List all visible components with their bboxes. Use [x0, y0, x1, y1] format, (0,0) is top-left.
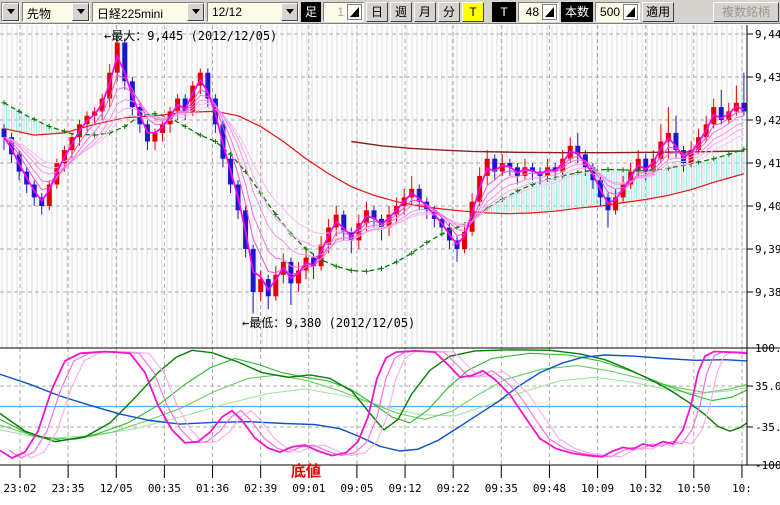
price-tick-label: 9,405 — [755, 200, 780, 213]
max-annotation: ←最大：9,445 (2012/12/05) — [104, 27, 277, 44]
tick-count-stepper[interactable]: 48 — [518, 2, 559, 22]
instrument-select[interactable]: 日経225mini — [92, 2, 205, 22]
price-tick-label: 9,445 — [755, 28, 780, 41]
instrument-type-select[interactable]: 先物 — [22, 2, 90, 22]
tick-type-label: T — [492, 2, 516, 22]
candles — [2, 34, 747, 314]
tick-count-value: 48 — [519, 5, 541, 19]
chart-canvas[interactable]: 9,445 9,435 9,425 9,415 9,405 9,395 9,385 100.0… — [0, 0, 780, 500]
time-tick-label: 00:35 — [148, 482, 181, 495]
left-dropdown-arrow[interactable] — [2, 3, 19, 21]
oscillator-tick-label: 100.00 — [755, 342, 780, 355]
bottom-value-label: 底値 — [291, 460, 321, 481]
time-tick-label: 09:12 — [388, 482, 421, 495]
contract-month-select[interactable]: 12/12 — [207, 2, 299, 22]
time-tick-label: 09:48 — [533, 482, 566, 495]
oscillator-tick-label: -100.0 — [755, 459, 780, 472]
time-tick-label: 09:22 — [437, 482, 470, 495]
toolbar: 先物 日経225mini 12/12 足 1 日 週 月 分 T T 48 本数… — [0, 0, 780, 24]
candle-body — [741, 103, 746, 112]
min-annotation: ←最低：9,380 (2012/12/05) — [242, 314, 415, 331]
instrument-type-arrow[interactable] — [72, 3, 89, 21]
time-tick-label: 10:09 — [581, 482, 614, 495]
chevron-down-icon — [192, 9, 200, 14]
bar-type-label: 足 — [301, 2, 321, 22]
time-tick-label: 09:35 — [485, 482, 518, 495]
time-tick-label: 10: — [732, 482, 752, 495]
green-ma-line — [4, 103, 744, 272]
ema-ribbon — [4, 56, 744, 290]
spinner-icon[interactable] — [347, 4, 362, 20]
time-tick-label: 10:32 — [629, 482, 662, 495]
time-tick-label: 09:05 — [340, 482, 373, 495]
time-tick-label: 10:50 — [677, 482, 710, 495]
contract-month-value: 12/12 — [208, 3, 281, 21]
price-chart-svg: 9,445 9,435 9,425 9,415 9,405 9,395 9,385 100.0… — [0, 0, 780, 500]
instrument-arrow[interactable] — [187, 3, 204, 21]
time-tick-label: 01:36 — [196, 482, 229, 495]
oscillator-lines — [0, 350, 766, 458]
bar-interval-value: 1 — [324, 5, 346, 19]
bar-count-label: 本数 — [561, 2, 593, 22]
time-tick-label: 02:39 — [244, 482, 277, 495]
instrument-type-value: 先物 — [23, 3, 72, 21]
price-tick-label: 9,395 — [755, 243, 780, 256]
bar-count-stepper[interactable]: 500 — [595, 2, 640, 22]
ema-ribbon-line — [4, 56, 744, 290]
left-dropdown[interactable] — [1, 2, 20, 22]
price-tick-label: 9,435 — [755, 71, 780, 84]
candle-body — [153, 133, 158, 142]
chevron-down-icon — [286, 9, 294, 14]
candle-body — [2, 129, 7, 138]
bar-interval-stepper[interactable]: 1 — [323, 2, 364, 22]
contract-month-arrow[interactable] — [281, 3, 298, 21]
price-tick-label: 9,425 — [755, 114, 780, 127]
price-tick-label: 9,415 — [755, 157, 780, 170]
price-tick-label: 9,385 — [755, 286, 780, 299]
period-week-button[interactable]: 週 — [390, 2, 412, 22]
spinner-icon[interactable] — [542, 4, 557, 20]
chevron-down-icon — [7, 9, 15, 14]
rci-short-magenta-companion — [19, 351, 766, 458]
time-tick-label: 23:35 — [52, 482, 85, 495]
spinner-icon[interactable] — [623, 4, 638, 20]
oscillator-tick-label: -35.00 — [755, 421, 780, 434]
period-month-button[interactable]: 月 — [414, 2, 436, 22]
apply-button[interactable]: 適用 — [642, 2, 674, 22]
tick-chart-button[interactable]: T — [462, 2, 484, 22]
multi-symbol-button[interactable]: 複数銘柄 — [713, 2, 779, 22]
time-tick-label: 12/05 — [100, 482, 133, 495]
chevron-down-icon — [77, 9, 85, 14]
period-minute-button[interactable]: 分 — [438, 2, 460, 22]
time-tick-label: 23:02 — [3, 482, 36, 495]
instrument-value: 日経225mini — [93, 3, 187, 21]
bar-count-value: 500 — [596, 5, 622, 19]
oscillator-tick-label: 35.00 — [755, 380, 780, 393]
period-day-button[interactable]: 日 — [366, 2, 388, 22]
time-tick-label: 09:01 — [292, 482, 325, 495]
